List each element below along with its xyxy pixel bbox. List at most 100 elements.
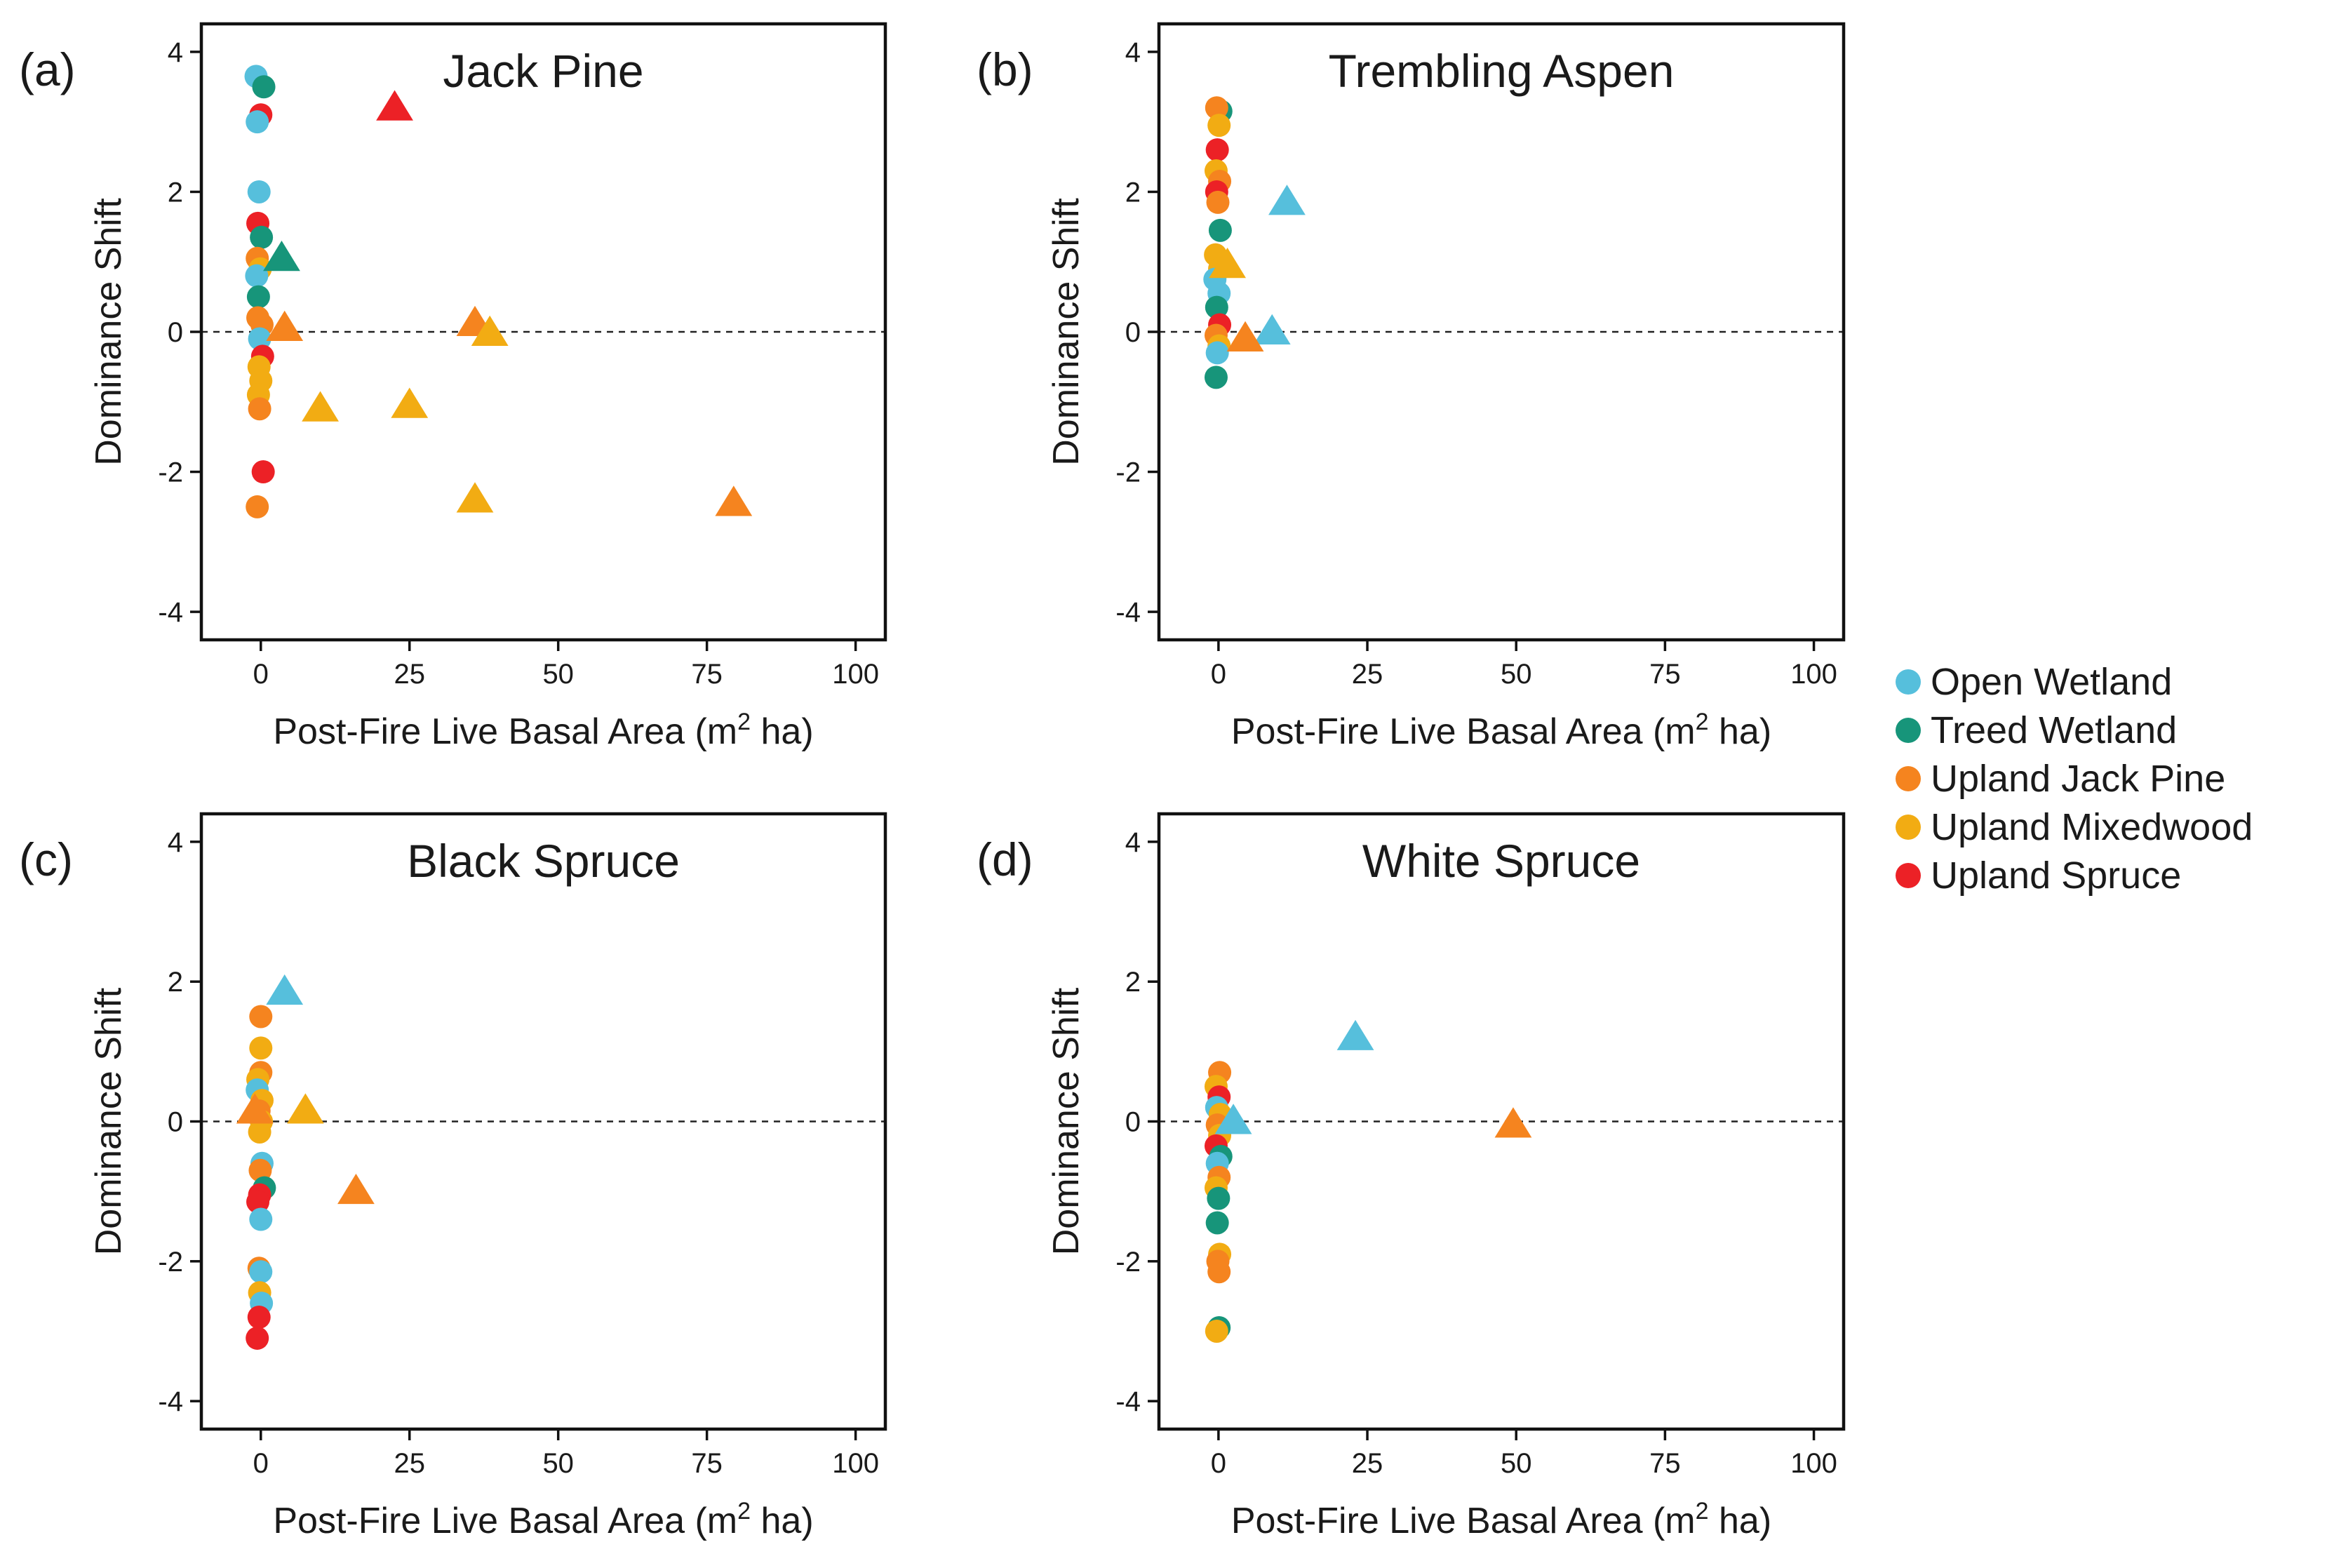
legend-label-open-wetland: Open Wetland (1931, 661, 2172, 703)
triangle-point-open-wetland (1268, 185, 1306, 215)
y-tick-label: -4 (1115, 1386, 1141, 1417)
y-tick-label: 2 (1125, 967, 1141, 998)
panel-tag: (c) (19, 833, 73, 885)
circle-point-treed-wetland (1204, 366, 1228, 389)
circle-point-upland-jack-pine (246, 495, 269, 518)
legend-entry: Treed Wetland (1896, 709, 2177, 751)
panel-3: -4 -2 0 2 4 0 25 50 75 100 Black Spruce (c) Dominanc… (19, 812, 887, 1541)
circle-point-upland-mixedwood (1207, 114, 1231, 138)
circle-point-upland-spruce (251, 460, 275, 484)
x-tick-label: 0 (1211, 1448, 1226, 1479)
circle-point-upland-spruce (246, 1326, 269, 1350)
circle-point-upland-mixedwood (1205, 1319, 1228, 1343)
circle-point-treed-wetland (1205, 295, 1228, 319)
panel-tag: (a) (19, 43, 76, 95)
triangle-point-open-wetland (1253, 314, 1291, 344)
circle-point-upland-spruce (246, 1190, 270, 1214)
circle-point-upland-jack-pine (1207, 1260, 1231, 1284)
y-tick-label: 0 (168, 1107, 183, 1138)
circle-point-treed-wetland (1207, 1186, 1230, 1210)
legend-marker-upland-jack-pine (1896, 766, 1921, 791)
y-tick-label: 4 (168, 827, 183, 858)
circle-point-open-wetland (248, 327, 271, 351)
triangle-point-upland-jack-pine (1226, 321, 1264, 351)
x-tick-label: 100 (1790, 659, 1837, 690)
legend-entry: Upland Spruce (1896, 855, 2181, 897)
panel-4: -4 -2 0 2 4 0 25 50 75 100 White Spruce (d) Dominanc… (977, 812, 1846, 1541)
triangle-point-upland-mixedwood (471, 315, 509, 346)
circle-point-upland-jack-pine (249, 1005, 273, 1028)
plot-frame (199, 22, 887, 642)
triangle-point-upland-mixedwood (1209, 248, 1246, 279)
circle-point-treed-wetland (246, 285, 270, 309)
y-tick-label: -2 (158, 457, 183, 488)
circle-point-upland-spruce (247, 1306, 271, 1329)
x-tick-label: 50 (542, 659, 574, 690)
x-tick-label: 100 (1790, 1448, 1837, 1479)
x-axis-title-unit: ha) (751, 1501, 814, 1541)
legend-entry: Upland Jack Pine (1896, 758, 2225, 800)
circle-point-treed-wetland (1208, 218, 1232, 242)
x-axis-title: Post-Fire Live Basal Area (m2 ha) (273, 1498, 813, 1541)
legend-marker-upland-spruce (1896, 863, 1921, 888)
x-axis-title: Post-Fire Live Basal Area (m2 ha) (273, 709, 813, 752)
y-axis-title: Dominance Shift (1046, 198, 1087, 466)
data-points (1203, 96, 1306, 389)
legend-marker-upland-mixedwood (1896, 815, 1921, 840)
triangle-point-treed-wetland (263, 241, 300, 272)
triangle-point-upland-spruce (376, 90, 413, 121)
circle-point-upland-mixedwood (249, 1036, 273, 1060)
x-tick-label: 75 (691, 659, 723, 690)
x-axis-title: Post-Fire Live Basal Area (m2 ha) (1231, 1498, 1771, 1541)
panel-title: Trembling Aspen (1329, 45, 1675, 97)
legend-entry: Open Wetland (1896, 661, 2172, 703)
y-tick-label: 2 (1125, 177, 1141, 208)
circle-point-upland-mixedwood (248, 1120, 271, 1144)
panel-title: Jack Pine (443, 45, 643, 97)
triangle-point-upland-mixedwood (302, 391, 339, 422)
y-axis-title: Dominance Shift (88, 987, 129, 1255)
legend-label-upland-spruce: Upland Spruce (1931, 855, 2181, 897)
y-tick-label: 2 (168, 967, 183, 998)
x-tick-label: 100 (832, 1448, 879, 1479)
x-axis-title-superscript: 2 (1696, 709, 1709, 735)
plot-frame (1157, 812, 1846, 1431)
panel-tag: (d) (977, 833, 1033, 885)
y-tick-label: -4 (158, 597, 183, 628)
panel-title: Black Spruce (407, 835, 680, 887)
data-points (236, 974, 375, 1350)
circle-point-open-wetland (246, 110, 269, 134)
triangle-point-upland-jack-pine (236, 1093, 274, 1124)
y-tick-label: -2 (1115, 457, 1141, 488)
circle-point-upland-jack-pine (248, 1158, 272, 1182)
circle-point-upland-spruce (1205, 138, 1229, 162)
x-tick-label: 50 (1501, 1448, 1532, 1479)
legend-label-upland-mixedwood: Upland Mixedwood (1931, 806, 2253, 848)
panel-1: -4 -2 0 2 4 0 25 50 75 100 Jack Pine (a) Dominance S… (19, 22, 887, 752)
triangle-point-upland-mixedwood (456, 482, 494, 513)
x-tick-label: 75 (1649, 659, 1681, 690)
circle-point-open-wetland (249, 1207, 273, 1231)
triangle-point-upland-jack-pine (337, 1173, 375, 1205)
legend-marker-open-wetland (1896, 669, 1921, 695)
y-axis-title: Dominance Shift (1046, 987, 1087, 1255)
y-tick-label: 4 (168, 37, 183, 68)
x-tick-label: 25 (394, 659, 425, 690)
y-axis-title: Dominance Shift (88, 198, 129, 466)
x-axis-title-superscript: 2 (737, 1498, 751, 1525)
triangle-point-upland-mixedwood (391, 387, 429, 418)
circle-point-open-wetland (247, 180, 271, 203)
y-tick-label: -2 (158, 1247, 183, 1278)
legend-marker-treed-wetland (1896, 718, 1921, 743)
x-axis-title-text: Post-Fire Live Basal Area (m (273, 711, 737, 752)
triangle-point-open-wetland (1214, 1104, 1252, 1134)
x-tick-label: 25 (394, 1448, 425, 1479)
triangle-point-open-wetland (1336, 1019, 1374, 1050)
x-axis-title-unit: ha) (1709, 711, 1772, 752)
triangle-point-upland-jack-pine (715, 485, 753, 516)
x-tick-label: 50 (1501, 659, 1532, 690)
triangle-point-upland-jack-pine (1494, 1107, 1532, 1138)
x-axis-title-text: Post-Fire Live Basal Area (m (1231, 711, 1696, 752)
y-tick-label: 2 (168, 177, 183, 208)
x-tick-label: 75 (1649, 1448, 1681, 1479)
